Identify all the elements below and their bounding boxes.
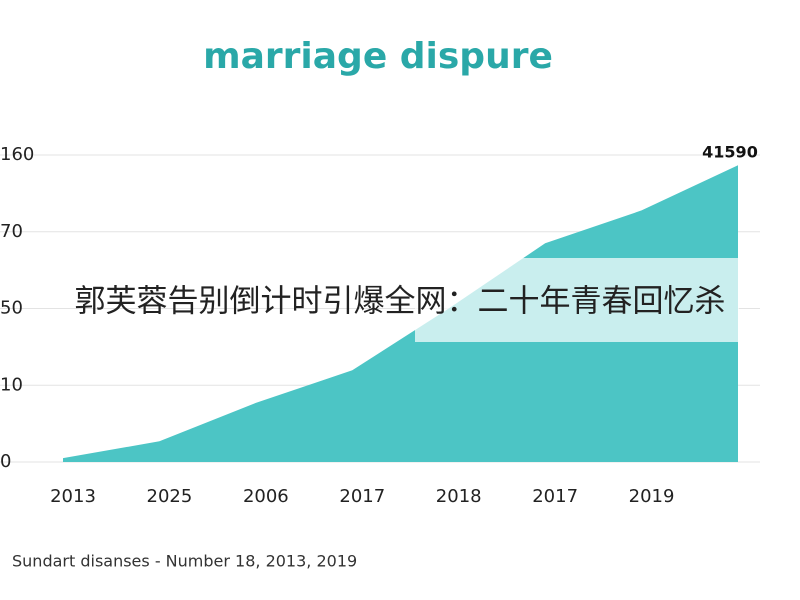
y-tick-label: 0: [0, 451, 11, 472]
y-tick-label: 10: [0, 374, 23, 395]
x-tick-label: 2006: [243, 486, 289, 507]
x-tick-label: 2019: [629, 486, 675, 507]
banner-band: [415, 258, 739, 342]
banner-text: 郭芙蓉告别倒计时引爆全网：二十年青春回忆杀: [75, 284, 726, 320]
x-tick-label: 2018: [436, 486, 482, 507]
area: [63, 165, 738, 462]
y-tick-label: 70: [0, 221, 23, 242]
x-tick-label: 2017: [339, 486, 385, 507]
caption: Sundart disanses - Number 18, 2013, 2019: [12, 552, 357, 571]
annotation: 41590: [702, 143, 758, 162]
x-tick-label: 2013: [50, 486, 96, 507]
x-tick-label: 2017: [532, 486, 578, 507]
y-tick-label: 160: [0, 144, 34, 165]
y-tick-label: 50: [0, 298, 23, 319]
x-tick-label: 2025: [147, 486, 193, 507]
chart-title: marriage dispure: [203, 36, 553, 77]
